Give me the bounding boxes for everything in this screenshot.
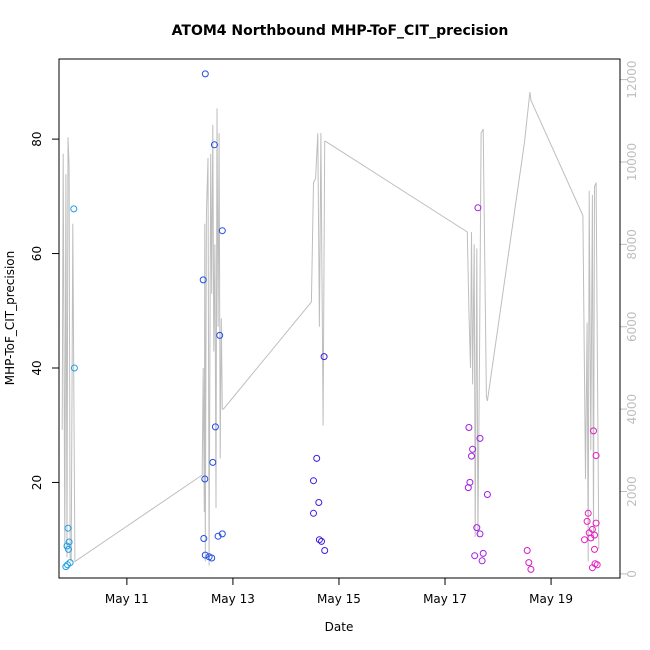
data-point <box>208 554 216 562</box>
x-axis-label: Date <box>325 620 354 634</box>
x-tick-label: May 11 <box>105 592 149 606</box>
data-point <box>216 331 224 339</box>
data-point <box>473 524 481 532</box>
data-point <box>483 491 491 498</box>
data-point <box>478 557 486 565</box>
y2-tick-label: 12000 <box>625 61 639 99</box>
x-tick-label: May 13 <box>211 592 255 606</box>
data-point <box>201 475 209 483</box>
secondary-series-layer <box>61 91 600 566</box>
data-point <box>591 545 598 553</box>
data-point <box>65 538 73 546</box>
y2-tick-label: 2000 <box>625 476 639 507</box>
data-point <box>218 227 226 235</box>
data-point <box>66 559 74 567</box>
y2-tick-label: 6000 <box>625 311 639 342</box>
data-point <box>62 563 70 571</box>
data-point <box>464 484 472 492</box>
data-point <box>581 536 588 544</box>
data-point <box>588 564 596 572</box>
x-tick-label: May 17 <box>423 592 467 606</box>
data-point <box>310 477 317 485</box>
data-point <box>321 547 329 554</box>
y-tick-label: 80 <box>30 131 44 146</box>
data-point <box>583 517 591 525</box>
data-point <box>468 452 475 460</box>
data-point <box>320 353 328 361</box>
data-point <box>70 205 78 213</box>
y-tick-label: 60 <box>30 246 44 261</box>
data-point <box>471 552 479 560</box>
axes-layer: May 11 May 13 May 15 May 17 May 19 20 40 60 80 0 2… <box>30 61 639 606</box>
y2-tick-label: 10000 <box>625 143 639 181</box>
y2-tick-label: 0 <box>625 570 639 578</box>
data-point <box>310 509 317 517</box>
data-point <box>65 545 72 553</box>
data-point <box>587 534 595 542</box>
data-point <box>211 423 219 431</box>
data-point <box>218 530 226 538</box>
data-point <box>318 537 325 545</box>
data-point <box>315 499 323 506</box>
chart-title: ATOM4 Northbound MHP-ToF_CIT_precision <box>172 23 509 39</box>
data-point <box>214 532 222 540</box>
y2-tick-label: 4000 <box>625 394 639 425</box>
data-point <box>70 364 78 372</box>
data-point <box>313 454 321 462</box>
data-point <box>469 445 477 453</box>
data-point <box>63 542 71 550</box>
scatter-points-layer <box>62 70 601 573</box>
data-point <box>592 452 600 459</box>
y-tick-label: 40 <box>30 360 44 375</box>
x-tick-label: May 19 <box>529 592 573 606</box>
data-point <box>315 536 323 544</box>
data-point <box>523 547 531 554</box>
data-point <box>476 434 484 442</box>
x-tick-label: May 15 <box>317 592 361 606</box>
data-point <box>465 424 473 431</box>
data-point <box>527 565 535 573</box>
data-point <box>590 427 597 435</box>
data-point <box>64 524 72 532</box>
data-point <box>479 549 487 557</box>
data-point <box>199 276 207 284</box>
data-point <box>201 551 209 559</box>
data-point <box>476 530 484 538</box>
data-point <box>474 204 482 212</box>
y2-tick-label: 8000 <box>625 229 639 260</box>
secondary-series-line <box>61 91 600 566</box>
plot-frame <box>58 58 621 579</box>
y-tick-label: 20 <box>30 475 44 490</box>
data-point <box>584 509 592 517</box>
data-point <box>592 519 600 527</box>
data-point <box>210 141 218 149</box>
data-point <box>201 70 209 78</box>
y-axis-label: MHP-ToF_CIT_precision <box>3 251 17 386</box>
data-point <box>525 559 533 567</box>
data-point <box>209 458 217 466</box>
data-point <box>200 535 208 542</box>
